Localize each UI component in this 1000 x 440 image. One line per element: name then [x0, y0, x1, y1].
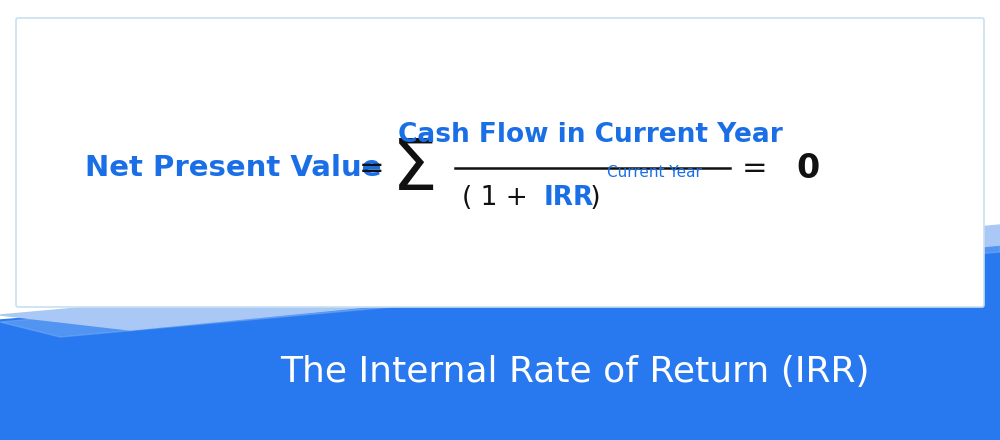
Text: Cash Flow in Current Year: Cash Flow in Current Year	[398, 122, 782, 148]
Text: 0: 0	[796, 151, 820, 184]
FancyBboxPatch shape	[16, 18, 984, 307]
Text: IRR: IRR	[544, 185, 594, 211]
Polygon shape	[0, 240, 1000, 440]
Text: =: =	[742, 154, 768, 183]
Text: Net Present Value: Net Present Value	[85, 154, 382, 182]
Text: The Internal Rate of Return (IRR): The Internal Rate of Return (IRR)	[280, 355, 870, 389]
Text: =: =	[359, 154, 385, 183]
Text: ( 1 +: ( 1 +	[462, 185, 536, 211]
Text: Current Year: Current Year	[607, 165, 702, 180]
Text: Σ: Σ	[392, 136, 438, 205]
Polygon shape	[0, 233, 1000, 337]
Polygon shape	[0, 225, 1000, 330]
Text: ): )	[582, 185, 601, 211]
